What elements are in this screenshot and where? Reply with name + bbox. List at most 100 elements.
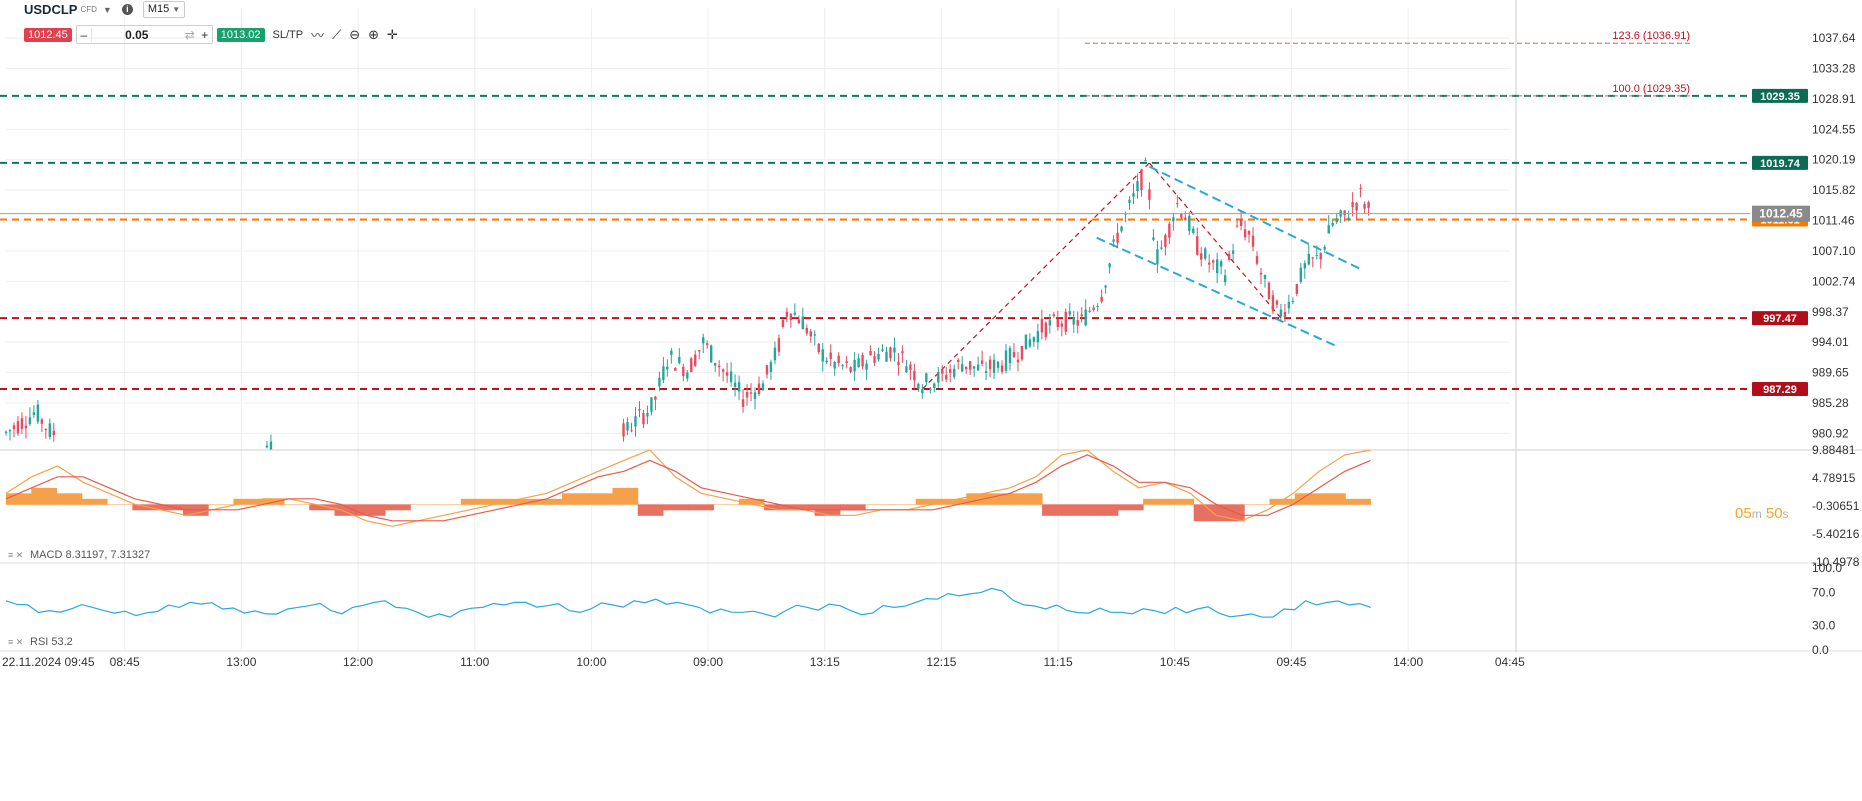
- candle-body: [753, 392, 757, 400]
- info-icon[interactable]: i: [121, 4, 133, 15]
- macd-hist-bar: [865, 504, 891, 505]
- candle-body: [48, 423, 52, 437]
- candle-body: [801, 316, 805, 330]
- candle-body: [1080, 314, 1083, 317]
- volume-value[interactable]: 0.05: [90, 27, 182, 42]
- candle-body: [1359, 188, 1362, 190]
- rsi-tick-label: 30.0: [1812, 618, 1836, 632]
- macd-hist-bar: [107, 504, 133, 505]
- candle-body: [781, 320, 785, 327]
- candle-body: [769, 362, 773, 373]
- candle-body: [20, 418, 24, 429]
- candle-body: [650, 397, 653, 412]
- instrument-type: CFD: [80, 5, 97, 14]
- candle-body: [713, 363, 717, 366]
- macd-hist-bar: [940, 498, 967, 505]
- zoom-in-icon[interactable]: ⊕: [368, 26, 380, 42]
- macd-hist-bar: [258, 498, 285, 505]
- candle-body: [721, 369, 725, 372]
- candle-body: [1064, 311, 1067, 332]
- macd-hist-bar: [157, 504, 184, 511]
- fib-anchor-line: [1148, 162, 1282, 319]
- macd-hist-bar: [663, 504, 689, 511]
- macd-tick-label: -5.40216: [1812, 527, 1860, 541]
- zoom-out-icon[interactable]: ⊖: [349, 26, 361, 42]
- y-tick-label: 1028.91: [1812, 92, 1856, 106]
- candle-body: [1204, 248, 1207, 259]
- sell-price-button[interactable]: 1012.45: [24, 27, 72, 42]
- candle-body: [1347, 217, 1350, 221]
- candle-body: [917, 383, 920, 389]
- candle-body: [881, 349, 884, 351]
- candle-body: [1168, 223, 1171, 238]
- macd-hist-bar: [1067, 504, 1094, 516]
- candle-body: [702, 337, 705, 344]
- crosshair-icon[interactable]: ✛: [387, 26, 398, 42]
- candle-body: [817, 343, 820, 352]
- volume-decrease-button[interactable]: –: [80, 27, 88, 42]
- y-tick-label: 1015.82: [1812, 183, 1856, 197]
- candle-body: [1343, 210, 1346, 216]
- candle-body: [749, 392, 753, 394]
- buy-price-button[interactable]: 1013.02: [216, 27, 265, 42]
- candle-body: [1088, 310, 1091, 312]
- candle-body: [733, 382, 737, 387]
- candle-body: [761, 383, 765, 391]
- candle-body: [1108, 263, 1111, 268]
- macd-hist-bar: [435, 504, 462, 505]
- symbol-name[interactable]: USDCLP: [24, 2, 78, 17]
- rsi-tick-label: 100.0: [1812, 561, 1842, 575]
- candle-body: [765, 365, 769, 375]
- candle-body: [670, 350, 673, 355]
- level-label: 997.47: [1763, 313, 1797, 325]
- countdown-min-unit: m: [1751, 507, 1762, 521]
- level-label-bg: [1752, 311, 1808, 326]
- candle-body: [1363, 203, 1366, 209]
- macd-hist-bar: [713, 504, 740, 505]
- sltp-button[interactable]: SL/TP: [272, 28, 304, 41]
- countdown-minutes: 05: [1735, 505, 1752, 522]
- x-tick-label: 09:45: [1276, 655, 1306, 669]
- macd-hist-bar: [738, 498, 765, 505]
- candle-body: [825, 360, 828, 363]
- timeframe-select[interactable]: M15 ▼: [142, 1, 186, 18]
- candles-group: [4, 157, 1370, 450]
- candle-body: [793, 312, 797, 315]
- macd-title: MACD 8.31197, 7.31327: [30, 549, 150, 561]
- rsi-title: RSI 53.2: [30, 636, 73, 648]
- chart-type-icon[interactable]: 〰: [311, 28, 325, 43]
- swap-icon[interactable]: ⇄: [184, 27, 195, 42]
- candle-body: [1208, 262, 1211, 265]
- candle-body: [984, 371, 988, 373]
- volume-increase-button[interactable]: +: [201, 27, 209, 42]
- y-tick-label: 998.37: [1812, 305, 1849, 319]
- candle-body: [690, 358, 693, 373]
- candle-body: [1263, 274, 1267, 279]
- candle-body: [1116, 232, 1119, 243]
- macd-hist-bar: [1294, 493, 1321, 505]
- candle-body: [1247, 231, 1251, 235]
- timeframe-value: M15: [147, 3, 170, 15]
- macd-tick-label: 4.78915: [1812, 471, 1856, 485]
- candle-body: [1255, 256, 1259, 264]
- candle-body: [1267, 282, 1271, 300]
- macd-hist-bar: [688, 504, 715, 511]
- candle-body: [642, 413, 645, 425]
- candle-body: [1004, 350, 1008, 371]
- candle-body: [1072, 317, 1075, 325]
- candle-body: [1188, 215, 1191, 231]
- volume-input[interactable]: – 0.05 ⇄ +: [75, 25, 213, 44]
- symbol-dropdown-icon[interactable]: ▼: [102, 4, 112, 15]
- candle-body: [1275, 300, 1279, 305]
- drawing-tools-icon[interactable]: ⟋: [332, 26, 342, 42]
- candle-body: [1068, 311, 1071, 315]
- candle-body: [1008, 348, 1012, 364]
- macd-hist-bar: [1269, 498, 1296, 505]
- candle-body: [1355, 202, 1358, 211]
- candle-body: [949, 369, 952, 373]
- candle-countdown: 05m 50s: [1735, 505, 1789, 522]
- candle-body: [821, 349, 824, 362]
- candle-body: [968, 361, 972, 370]
